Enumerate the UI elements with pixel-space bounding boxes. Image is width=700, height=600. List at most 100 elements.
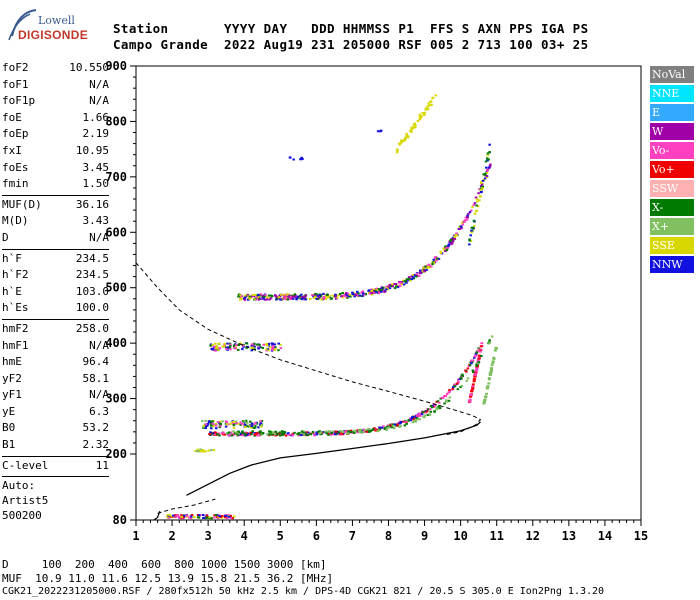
echo-point: [483, 399, 487, 402]
echo-point: [475, 367, 479, 370]
echo-point: [481, 186, 484, 189]
echo-point: [298, 296, 302, 299]
echo-point: [475, 351, 479, 354]
echo-point: [213, 433, 216, 436]
echo-point: [403, 137, 407, 140]
echo-point: [271, 348, 274, 351]
echo-point: [245, 342, 248, 345]
echo-point: [274, 434, 277, 437]
echo-point: [452, 237, 456, 240]
echo-point: [354, 293, 358, 295]
echo-point: [474, 352, 478, 355]
echo-point: [375, 287, 379, 290]
echo-point: [303, 296, 306, 299]
echo-point: [427, 105, 430, 108]
echo-point: [405, 422, 408, 425]
divider: [2, 194, 109, 196]
echo-point: [257, 295, 260, 298]
echo-point: [189, 517, 192, 520]
echo-point: [291, 295, 295, 298]
echo-point: [414, 418, 417, 421]
echo-point: [395, 151, 399, 154]
echo-point: [425, 410, 428, 412]
echo-point: [208, 433, 211, 435]
echo-point: [396, 423, 399, 426]
echo-point: [466, 216, 469, 219]
echo-point: [388, 283, 392, 286]
echo-point: [239, 433, 242, 435]
echo-point: [476, 358, 480, 361]
echo-point: [444, 245, 447, 248]
echo-point: [316, 297, 319, 300]
echo-point: [218, 422, 221, 425]
echo-point: [296, 296, 300, 299]
echo-point: [250, 423, 254, 426]
echo-point: [470, 390, 474, 393]
echo-point: [413, 417, 417, 420]
echo-point: [251, 346, 255, 349]
echo-point: [412, 277, 416, 280]
echo-point: [226, 342, 229, 345]
echo-point: [236, 431, 239, 434]
echo-point: [210, 348, 213, 350]
echo-point: [474, 354, 477, 357]
echo-point: [290, 295, 293, 298]
echo-point: [279, 294, 282, 297]
echo-point: [362, 430, 365, 433]
echo-point: [464, 369, 468, 372]
echo-point: [453, 383, 457, 386]
echo-point: [429, 101, 433, 103]
echo-point: [467, 212, 470, 215]
echo-point: [367, 289, 370, 292]
echo-point: [212, 425, 215, 428]
polarization-legend: NoVal NNE E W Vo- Vo+ SSW X- X+ SSE NNW: [650, 66, 694, 275]
echo-point: [424, 265, 427, 268]
echo-point: [475, 209, 478, 212]
echo-point: [313, 294, 316, 297]
echo-point: [270, 433, 273, 436]
echo-point: [302, 433, 306, 436]
echo-point: [278, 432, 281, 435]
echo-point: [210, 433, 213, 436]
echo-point: [456, 381, 460, 384]
echo-point: [237, 434, 240, 437]
echo-point: [274, 433, 278, 436]
echo-point: [266, 433, 269, 436]
echo-point: [418, 271, 422, 274]
echo-point: [226, 433, 230, 436]
echo-point: [200, 450, 203, 453]
echo-point: [487, 167, 491, 170]
echo-point: [380, 129, 383, 132]
echo-point: [284, 293, 287, 296]
echo-point: [313, 434, 316, 437]
echo-point: [306, 433, 310, 436]
echo-point: [261, 295, 264, 298]
echo-point: [474, 371, 478, 374]
echo-point: [260, 297, 264, 300]
echo-point: [442, 248, 446, 251]
echo-point: [479, 185, 483, 187]
echo-point: [225, 423, 229, 426]
echo-point: [207, 516, 211, 519]
echo-point: [260, 297, 264, 300]
param-row: hmE 96.4: [2, 355, 109, 369]
echo-point: [399, 284, 402, 287]
echo-point: [256, 293, 260, 296]
x-tick-label: 14: [598, 529, 612, 543]
echo-point: [454, 234, 457, 236]
echo-point: [284, 434, 288, 437]
echo-point: [291, 297, 295, 300]
echo-point: [174, 514, 178, 517]
echo-point: [476, 364, 479, 366]
echo-point: [292, 294, 295, 297]
echo-point: [209, 422, 213, 425]
echo-point: [357, 292, 360, 295]
echo-point: [448, 240, 451, 243]
echo-point: [254, 298, 257, 301]
echo-point: [358, 429, 361, 432]
echo-point: [474, 196, 478, 199]
echo-point: [402, 279, 405, 282]
echo-point: [205, 425, 208, 427]
echo-point: [333, 432, 337, 435]
echo-point: [486, 154, 490, 157]
